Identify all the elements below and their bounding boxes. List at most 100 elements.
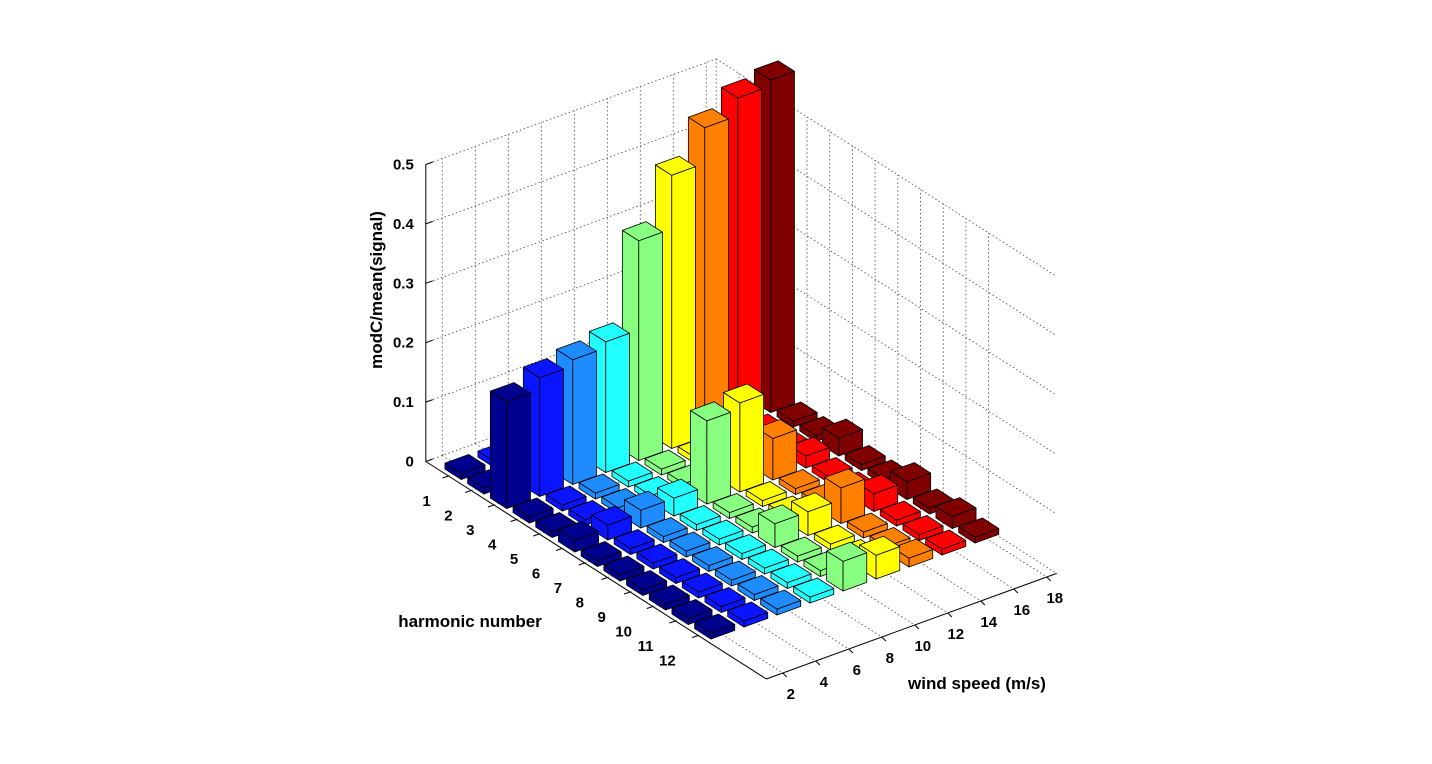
z-tick <box>425 458 433 462</box>
z-tick-label: 0.3 <box>393 275 414 292</box>
bar <box>489 382 531 509</box>
floor-gridline <box>475 443 817 662</box>
bar-top-face <box>760 589 802 610</box>
wall-gridline <box>425 58 717 165</box>
bar-top-face <box>756 418 797 439</box>
harmonic-tick-label: 10 <box>615 624 632 641</box>
harmonic-tick <box>623 591 631 595</box>
bar <box>704 587 746 613</box>
bar-top-face <box>791 492 833 513</box>
wind-axis-label: wind speed (m/s) <box>907 674 1046 693</box>
harmonic-tick <box>442 475 449 479</box>
floor-gridline <box>574 407 916 626</box>
bar-top-face <box>646 517 688 537</box>
bar <box>747 548 789 575</box>
harmonic-tick <box>510 519 517 522</box>
bar <box>646 517 688 543</box>
bar <box>890 462 932 500</box>
bar-top-face <box>753 60 795 81</box>
wall-gridline <box>715 355 1057 574</box>
bar-top-face <box>737 575 779 595</box>
wind-tick <box>1046 576 1052 582</box>
bar-top-face <box>902 515 944 535</box>
bar-top-face <box>694 613 736 634</box>
harmonic-tick-label: 5 <box>510 551 518 568</box>
bar-top-face <box>813 524 855 545</box>
floor-gridline <box>508 431 850 650</box>
bar <box>558 520 599 553</box>
wall-gridline <box>715 236 1057 455</box>
bar <box>611 461 653 488</box>
wind-tick-label: 16 <box>1013 602 1030 619</box>
bar-top-face <box>545 485 587 506</box>
harmonic-tick-label: 2 <box>444 508 452 525</box>
harmonic-tick-label: 1 <box>422 493 430 510</box>
bar-top-face <box>714 560 756 581</box>
bar <box>935 497 977 529</box>
bar-top-face <box>702 519 744 540</box>
wind-tick-label: 12 <box>947 626 964 643</box>
bar <box>844 445 886 471</box>
floor-gridline <box>607 395 949 614</box>
wall-gridline <box>715 296 1057 515</box>
bar-top-face <box>758 504 800 525</box>
bar <box>725 534 767 560</box>
wind-tick <box>914 624 920 630</box>
bar-top-face <box>588 322 630 343</box>
bar <box>813 524 855 551</box>
wind-tick <box>881 636 887 642</box>
bar-top-face <box>611 461 653 482</box>
bar-top-face <box>690 401 731 422</box>
floor-gridline <box>442 455 784 674</box>
floor-gridline <box>640 383 982 602</box>
bar-top-face <box>669 531 711 552</box>
bar-top-face <box>659 558 701 578</box>
harmonic-axis-line <box>425 461 767 680</box>
bar <box>692 546 734 572</box>
bar-top-face <box>679 505 721 525</box>
bar <box>758 504 800 548</box>
bar-top-face <box>912 488 954 509</box>
bar-top-face <box>723 383 764 404</box>
bar-top-face <box>657 478 698 499</box>
bar <box>626 570 668 596</box>
bar-top-face <box>778 469 820 490</box>
bar-top-face <box>859 535 901 556</box>
bar <box>512 497 554 524</box>
bar-top-face <box>780 536 822 557</box>
bar <box>780 536 822 563</box>
bar-front-face <box>638 231 663 461</box>
bar <box>603 555 645 582</box>
bar-top-face <box>558 520 599 541</box>
bar-top-face <box>720 78 762 99</box>
z-tick <box>425 161 433 165</box>
bar-front-face <box>605 332 630 473</box>
bar-top-face <box>770 563 812 583</box>
harmonic-tick <box>465 490 472 493</box>
bar-front-face <box>706 411 731 505</box>
floor-gridline <box>673 371 1015 590</box>
bar-top-face <box>747 548 789 569</box>
bar-top-face <box>613 529 655 549</box>
bar-top-face <box>580 541 622 561</box>
z-tick-label: 0 <box>405 454 413 471</box>
bar-top-face <box>789 436 830 457</box>
bar-top-face <box>671 599 713 619</box>
bar-top-face <box>892 538 934 559</box>
wind-tick <box>947 612 953 618</box>
harmonic-tick <box>487 504 495 508</box>
harmonic-tick <box>692 635 699 638</box>
bar-top-face <box>624 490 665 511</box>
wind-tick-label: 14 <box>980 614 997 631</box>
bar-front-face <box>704 118 729 437</box>
bar-top-face <box>654 155 696 176</box>
bar <box>702 519 744 546</box>
bar-top-face <box>535 512 577 532</box>
bar-top-face <box>935 497 977 518</box>
bar <box>578 473 620 500</box>
floor-gridline <box>541 419 883 638</box>
harmonic-tick <box>646 606 653 609</box>
bar-top-face <box>925 529 967 550</box>
bar <box>657 478 698 517</box>
bar-top-face <box>555 340 597 361</box>
